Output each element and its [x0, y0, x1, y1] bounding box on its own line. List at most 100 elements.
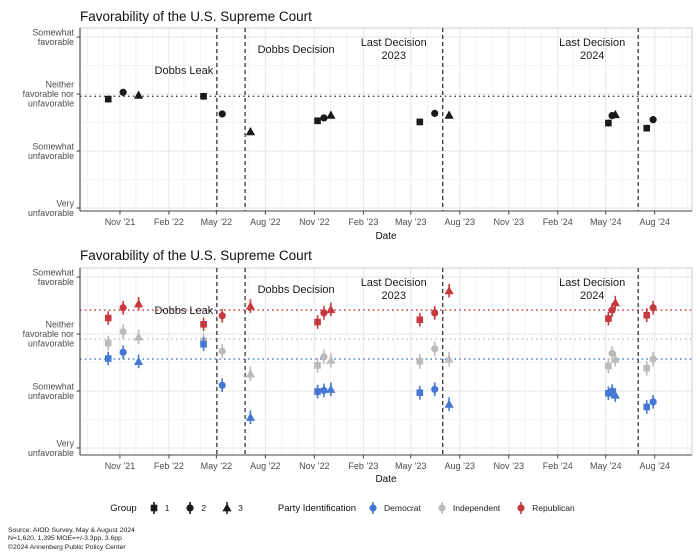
x-tick-label: May ’24 — [590, 461, 622, 471]
data-point-circle — [608, 306, 616, 314]
data-point-triangle — [133, 90, 144, 99]
legend-item-label: 3 — [238, 503, 243, 513]
data-point-square — [314, 362, 321, 369]
y-tick-label: Neither — [46, 320, 74, 330]
event-annotation: Dobbs Leak — [155, 305, 214, 317]
legend-item-group-1: 1 — [148, 499, 170, 517]
top-chart-x-axis-title: Date — [375, 231, 397, 242]
legend-item-group-3: 3 — [221, 499, 243, 517]
legend-marker-part — [438, 504, 446, 512]
x-tick-label: Nov ’22 — [299, 461, 330, 471]
x-tick-label: Feb ’23 — [348, 217, 378, 227]
data-point-circle — [119, 328, 127, 336]
data-point-square — [104, 355, 112, 362]
bottom-chart-title: Favorability of the U.S. Supreme Court — [80, 248, 312, 263]
legend-group-title: Group — [110, 502, 137, 514]
data-point-triangle — [610, 354, 620, 363]
legend-item-independent: Independent — [436, 499, 500, 517]
square-marker-icon — [150, 502, 157, 514]
data-point-circle — [320, 353, 328, 361]
x-tick-label: May ’23 — [395, 461, 427, 471]
y-tick-label: Somewhat — [32, 267, 74, 277]
data-point-circle — [431, 109, 439, 117]
legend-item-label: Republican — [532, 503, 575, 513]
event-annotation: Dobbs Leak — [155, 65, 214, 77]
data-point-triangle — [133, 356, 144, 365]
data-point-square — [200, 340, 207, 348]
data-point-square — [200, 321, 207, 328]
data-point-circle — [649, 116, 657, 124]
y-tick-label: Somewhat — [32, 141, 74, 151]
y-tick-label: unfavorable — [28, 448, 74, 458]
data-point-triangle — [326, 355, 336, 364]
data-point-circle — [320, 309, 328, 317]
x-tick-label: Aug ’24 — [639, 461, 670, 471]
data-point-circle — [320, 386, 328, 395]
data-point-circle — [218, 347, 226, 355]
data-point-square — [200, 92, 207, 100]
data-point-triangle — [245, 412, 256, 421]
x-tick-label: Aug ’23 — [445, 217, 476, 227]
data-point-square — [104, 339, 112, 347]
event-annotation: Last Decision — [559, 277, 625, 289]
data-point-triangle — [326, 384, 336, 393]
x-tick-label: Aug ’23 — [445, 461, 476, 471]
data-point-circle — [218, 110, 226, 118]
legend-item-democrat: Democrat — [367, 499, 421, 517]
x-tick-label: Nov ’23 — [494, 217, 525, 227]
data-point-triangle — [610, 298, 620, 307]
data-point-square — [643, 364, 651, 372]
y-tick-label: Somewhat — [32, 27, 74, 37]
data-point-square — [314, 117, 321, 125]
event-annotation: Dobbs Decision — [258, 44, 335, 56]
legend-item-group-2: 2 — [184, 499, 206, 517]
event-annotation: Last Decision — [559, 37, 625, 49]
data-point-circle — [608, 387, 616, 395]
y-tick-label: Somewhat — [32, 381, 74, 391]
data-point-square — [416, 316, 424, 324]
data-point-triangle — [610, 390, 620, 399]
data-point-circle — [431, 345, 439, 353]
data-point-square — [104, 95, 112, 103]
data-point-square — [104, 314, 112, 322]
data-point-triangle — [133, 299, 144, 308]
x-tick-label: Aug ’22 — [250, 461, 281, 471]
data-point-triangle — [245, 301, 256, 310]
data-point-square — [605, 362, 612, 370]
data-point-circle — [119, 304, 127, 312]
source-note: Source: AIOD Survey, May & August 2024 N… — [8, 527, 135, 552]
data-point-circle — [608, 349, 616, 357]
sample-size-line: N=1,620, 1,395 MOE=+/-3.3pp, 3.6pp — [8, 535, 122, 543]
data-point-circle — [649, 355, 657, 363]
data-point-triangle — [326, 304, 336, 314]
y-tick-label: unfavorable — [28, 151, 74, 161]
data-point-square — [314, 318, 321, 326]
event-annotation: 2024 — [580, 290, 604, 302]
y-tick-label: unfavorable — [28, 208, 74, 218]
y-tick-label: Very — [56, 438, 74, 448]
data-point-triangle — [444, 399, 454, 408]
data-point-circle — [218, 312, 226, 320]
data-point-square — [605, 119, 612, 127]
data-point-square — [643, 403, 651, 411]
y-tick-label: unfavorable — [28, 391, 74, 401]
data-point-circle — [320, 114, 328, 122]
x-tick-label: Feb ’22 — [154, 217, 184, 227]
democrat-marker-icon — [369, 502, 377, 514]
data-point-triangle — [133, 332, 144, 341]
legend-item-label: 1 — [164, 503, 170, 513]
legend-item-label: 2 — [201, 503, 207, 513]
x-tick-label: Feb ’24 — [543, 217, 573, 227]
legend-party-title: Party Identification — [277, 502, 357, 514]
x-tick-label: Feb ’24 — [543, 461, 573, 471]
data-point-triangle — [245, 369, 256, 378]
legend-item-label: Democrat — [384, 503, 421, 513]
data-point-circle — [649, 398, 657, 406]
x-tick-label: Aug ’24 — [639, 217, 670, 227]
data-point-square — [643, 311, 651, 319]
x-tick-label: May ’23 — [395, 217, 427, 227]
legend-item-republican: Republican — [515, 499, 575, 517]
y-tick-label: Very — [56, 198, 74, 208]
data-point-circle — [119, 348, 127, 356]
